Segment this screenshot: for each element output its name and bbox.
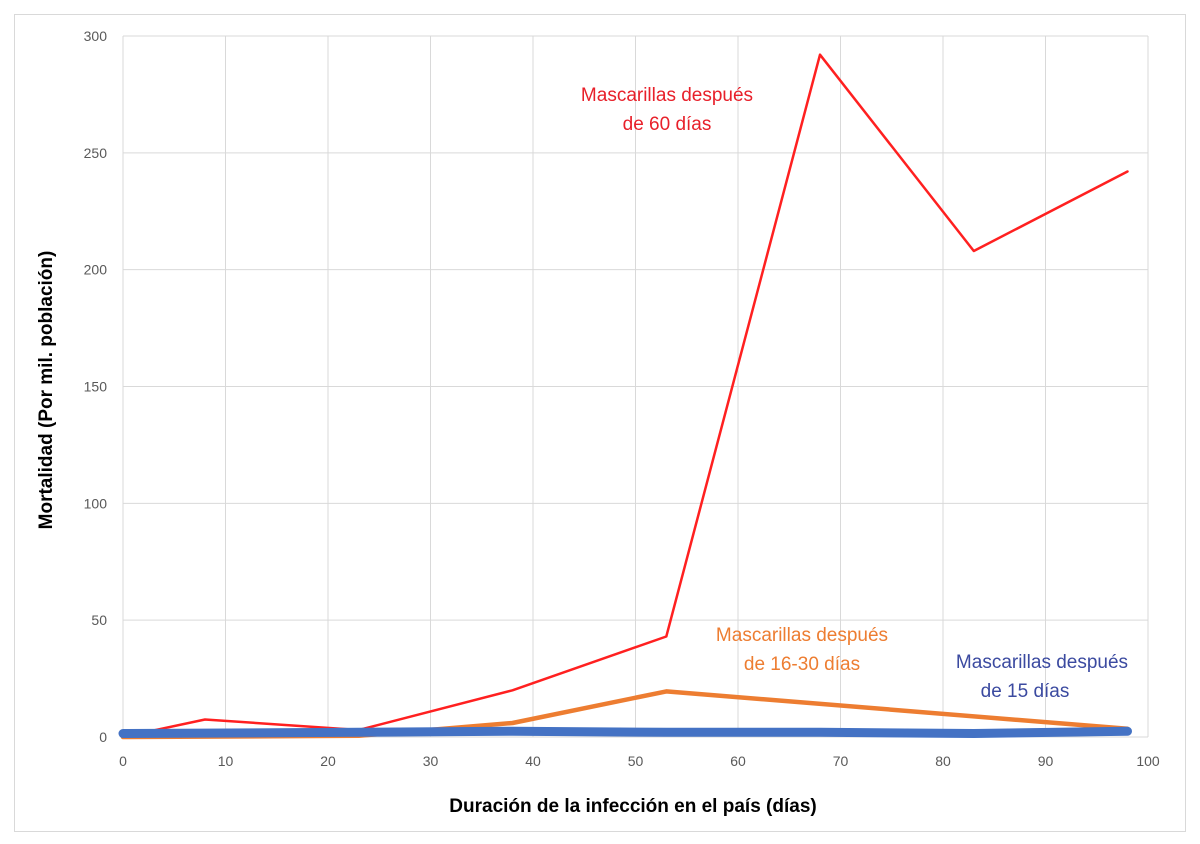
y-tick-label: 100 [84, 495, 108, 511]
y-tick-label: 0 [99, 729, 107, 745]
gridlines [122, 35, 1149, 738]
series-lines [118, 53, 1132, 740]
x-tick-label: 90 [1038, 753, 1054, 769]
y-axis-title: Mortalidad (Por mil. población) [36, 251, 57, 530]
y-tick-label: 300 [84, 28, 108, 44]
chart-frame [14, 14, 1186, 832]
y-tick-label: 250 [84, 145, 108, 161]
series-line-1 [121, 53, 1129, 739]
x-tick-label: 40 [525, 753, 541, 769]
y-tick-label: 200 [84, 262, 108, 278]
x-tick-label: 70 [833, 753, 849, 769]
series-annotation-3: Mascarillas después de 15 días [956, 652, 1128, 702]
x-tick-label: 30 [423, 753, 439, 769]
x-tick-label: 10 [218, 753, 234, 769]
series-annotation-2: Mascarillas después de 16-30 días [716, 625, 888, 675]
annotations: Mascarillas después de 60 días Mascarillas… [581, 85, 1128, 702]
x-tick-label: 60 [730, 753, 746, 769]
y-tick-label: 50 [91, 612, 107, 628]
x-axis-title: Duración de la infección en el país (día… [449, 796, 816, 817]
x-tick-label: 50 [628, 753, 644, 769]
x-tick-label: 0 [119, 753, 127, 769]
x-tick-label: 100 [1136, 753, 1160, 769]
y-tick-labels: 0 50 100 150 200 250 300 [84, 28, 108, 745]
x-tick-label: 20 [320, 753, 336, 769]
x-tick-labels: 0 10 20 30 40 50 60 70 80 90 100 [119, 753, 1160, 769]
y-tick-label: 150 [84, 379, 108, 395]
x-tick-label: 80 [935, 753, 951, 769]
series-annotation-1: Mascarillas después de 60 días [581, 85, 753, 135]
series-line-3 [118, 726, 1132, 738]
